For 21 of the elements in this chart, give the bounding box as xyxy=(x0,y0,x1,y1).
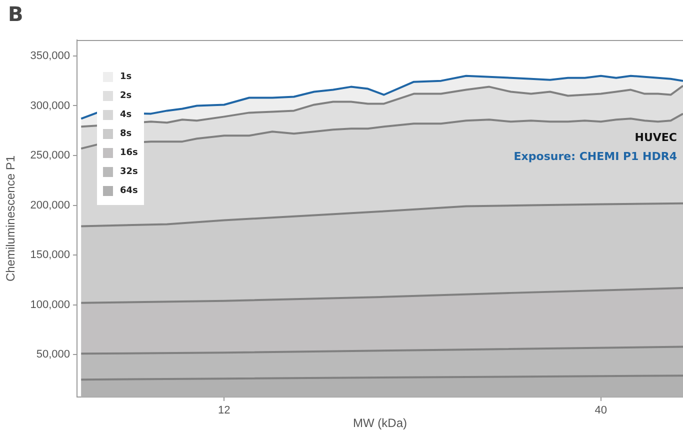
y-tick-label: 250,000 xyxy=(30,150,70,162)
annotation: Exposure: CHEMI P1 HDR4 xyxy=(514,150,678,163)
y-tick-label: 100,000 xyxy=(30,298,70,311)
legend-label: 4s xyxy=(120,110,132,120)
y-tick-label: 300,000 xyxy=(30,100,70,112)
x-axis-title: MW (kDa) xyxy=(353,416,407,430)
y-tick-label: 350,000 xyxy=(30,50,70,62)
x-tick-label: 40 xyxy=(594,404,608,417)
x-tick-label: 12 xyxy=(218,404,230,417)
legend-label: 1s xyxy=(120,72,132,82)
y-axis-title: Chemiluminescence P1 xyxy=(4,155,18,282)
annotation: HUVEC xyxy=(634,130,677,144)
y-tick-label: 200,000 xyxy=(30,199,70,212)
chart-title: B xyxy=(8,2,24,26)
legend-label: 2s xyxy=(120,90,132,100)
y-tick-label: 150,000 xyxy=(30,249,70,262)
legend-label: 8s xyxy=(120,128,132,138)
y-tick-label: 50,000 xyxy=(36,348,70,361)
legend-label: 32s xyxy=(120,166,138,176)
legend-label: 64s xyxy=(120,186,138,196)
legend-label: 16s xyxy=(120,148,138,158)
